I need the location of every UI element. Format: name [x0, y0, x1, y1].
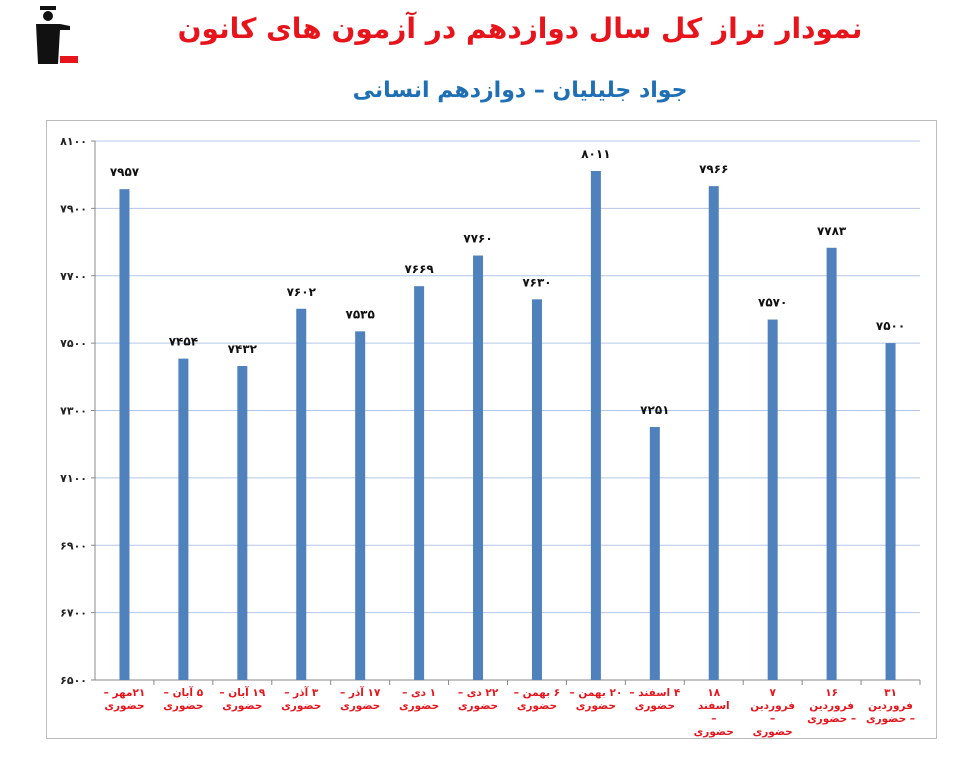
x-tick-label: ۱۷ آذر – حضوری — [340, 686, 381, 712]
bar — [885, 343, 896, 680]
data-label: ۷۷۶۰ — [463, 232, 492, 246]
data-label: ۷۷۸۳ — [817, 224, 847, 238]
x-tick-label: ۲۲ دی – حضوری — [458, 687, 499, 712]
x-tick-label: ۱۶ فروردین – حضوری — [807, 687, 856, 725]
bar — [178, 358, 189, 680]
y-tick-label: ۶۵۰۰ — [60, 674, 87, 687]
bar — [414, 286, 425, 680]
data-label: ۷۹۵۷ — [110, 165, 140, 179]
data-label: ۷۶۰۲ — [287, 285, 317, 299]
bar — [590, 170, 601, 680]
x-tick-label: ۴ اسفند – حضوری — [629, 687, 680, 712]
x-tick-label: ۱۹ آبان – حضوری — [219, 686, 265, 712]
bar — [237, 366, 248, 680]
y-tick-label: ۸۱۰۰ — [60, 135, 87, 148]
bar — [767, 319, 778, 680]
y-tick-label: ۷۱۰۰ — [60, 472, 87, 485]
y-tick-label: ۷۷۰۰ — [60, 270, 87, 283]
bar — [296, 308, 307, 680]
x-tick-label: ۵ آبان – حضوری — [163, 686, 203, 712]
bar — [649, 427, 660, 680]
y-tick-label: ۷۳۰۰ — [60, 405, 87, 418]
bar — [531, 299, 542, 680]
data-label: ۸۰۱۱ — [581, 147, 610, 161]
x-tick-label: ۶ بهمن – حضوری — [514, 687, 560, 712]
y-tick-label: ۷۹۰۰ — [60, 202, 87, 215]
chart-title: نمودار تراز کل سال دوازدهم در آزمون های … — [177, 12, 863, 45]
x-tick-label: ۳۱ فروردین – حضوری — [866, 687, 915, 725]
y-tick-label: ۷۵۰۰ — [60, 337, 87, 350]
chart-subtitle: جواد جلیلیان – دوازدهم انسانی — [352, 78, 688, 103]
y-tick-label: ۶۷۰۰ — [60, 607, 87, 620]
x-tick-label: ۱۸ اسفند – حضوری — [694, 687, 734, 738]
data-label: ۷۹۶۶ — [699, 162, 728, 176]
kanoon-logo — [30, 6, 80, 64]
data-label: ۷۵۷۰ — [758, 296, 787, 310]
data-label: ۷۵۰۰ — [876, 319, 905, 333]
x-tick-label: ۱ دی – حضوری — [399, 687, 439, 712]
bar — [355, 331, 366, 680]
x-tick-label: ۷ فروردین – حضوری — [750, 687, 795, 738]
bar — [119, 189, 130, 680]
data-label: ۷۵۳۵ — [346, 307, 375, 321]
data-label: ۷۴۳۲ — [228, 342, 258, 356]
data-label: ۷۲۵۱ — [640, 403, 669, 417]
bar — [473, 255, 484, 680]
bar — [826, 247, 837, 680]
data-label: ۷۴۵۴ — [169, 335, 198, 349]
y-tick-label: ۶۹۰۰ — [60, 539, 87, 552]
data-label: ۷۶۳۰ — [522, 275, 551, 289]
chart-frame — [46, 120, 937, 739]
bar — [708, 186, 719, 681]
x-tick-label: ۲۰ بهمن – حضوری — [570, 687, 623, 712]
x-tick-label: ۳ آذر – حضوری — [281, 686, 321, 712]
data-label: ۷۶۶۹ — [404, 262, 434, 276]
x-tick-label: ۲۱مهر – حضوری — [104, 687, 146, 712]
